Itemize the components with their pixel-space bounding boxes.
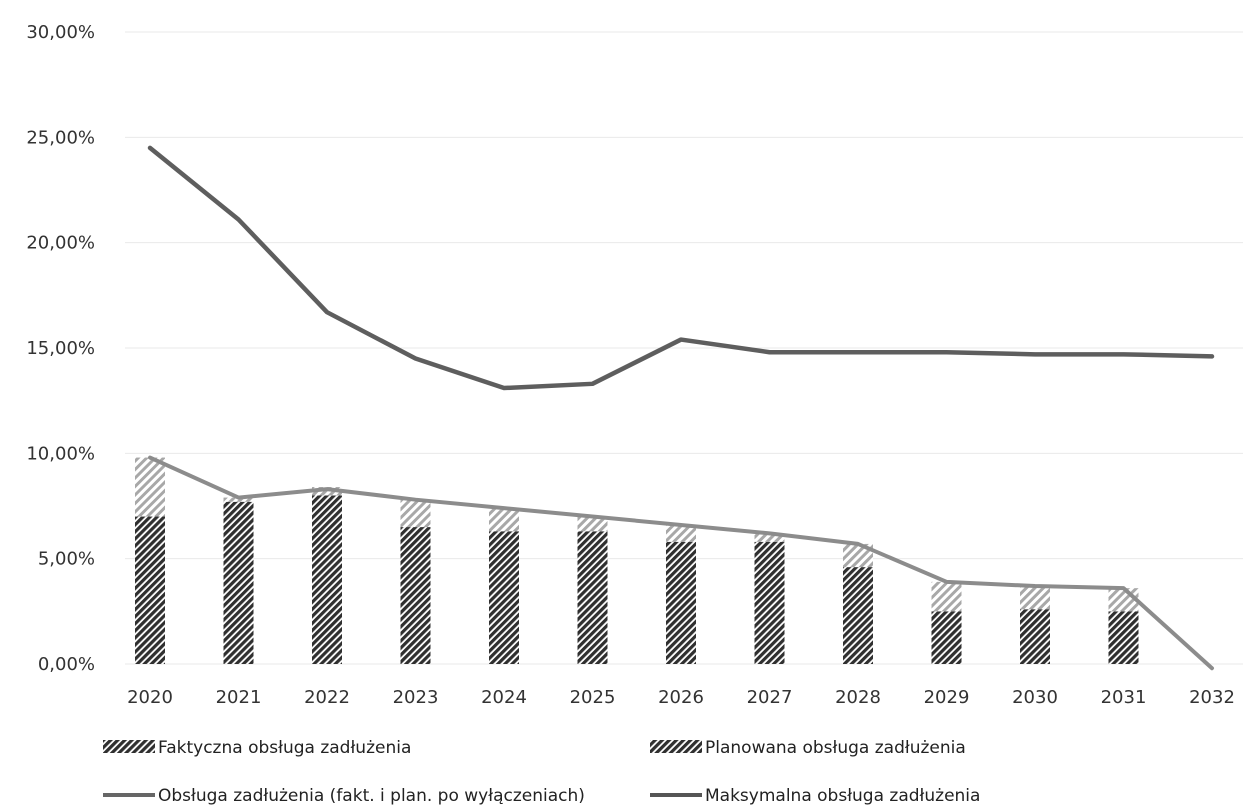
x-tick-label: 2031: [1101, 687, 1147, 708]
bar-planned: [577, 516, 608, 532]
bar-planned: [312, 487, 342, 496]
x-tick-label: 2020: [127, 687, 173, 708]
bar-actual: [843, 567, 873, 664]
legend-label-maximum: Maksymalna obsługa zadłużenia: [705, 786, 980, 806]
bar-planned: [135, 457, 165, 517]
line-after-exclusions: [148, 455, 1214, 671]
x-tick-label: 2027: [747, 687, 793, 708]
legend-label-after-exclusions: Obsługa zadłużenia (fakt. i plan. po wył…: [158, 786, 585, 806]
bar-planned: [666, 524, 696, 542]
line-maximum: [147, 145, 1215, 391]
bar-actual: [1108, 611, 1139, 664]
legend-label-planned: Planowana obsługa zadłużenia: [705, 738, 966, 758]
legend-item-maximum: Maksymalna obsługa zadłużenia: [650, 786, 980, 806]
bar-actual: [489, 531, 519, 664]
bar-actual: [666, 541, 696, 664]
legend-item-planned: Planowana obsługa zadłużenia: [650, 738, 966, 758]
bar-planned: [931, 581, 962, 612]
bar-actual: [223, 501, 254, 664]
x-tick-label: 2021: [216, 687, 262, 708]
x-tick-label: 2026: [658, 687, 704, 708]
legend-swatch-planned: [650, 740, 702, 753]
bar-actual: [931, 611, 962, 664]
bar-actual: [1020, 609, 1050, 664]
y-tick-label: 0,00%: [38, 654, 95, 675]
bar-planned: [223, 497, 254, 502]
y-tick-label: 15,00%: [26, 338, 95, 359]
y-tick-label: 25,00%: [26, 127, 95, 148]
x-tick-label: 2030: [1012, 687, 1058, 708]
x-tick-label: 2023: [393, 687, 439, 708]
bar-actual: [400, 527, 431, 664]
x-tick-label: 2025: [570, 687, 616, 708]
x-axis-ticks: 2020 2021 2022 2023 2024 2025 2026 2027 2028 2029…: [127, 687, 1235, 708]
bars: [135, 457, 1139, 664]
x-tick-label: 2029: [924, 687, 970, 708]
y-tick-label: 20,00%: [26, 233, 95, 254]
bar-actual: [577, 531, 608, 664]
legend-label-actual: Faktyczna obsługa zadłużenia: [158, 738, 411, 758]
legend-item-after-exclusions: Obsługa zadłużenia (fakt. i plan. po wył…: [103, 786, 585, 806]
bar-planned: [400, 499, 431, 528]
bar-planned: [489, 508, 519, 532]
x-tick-label: 2032: [1189, 687, 1235, 708]
bar-actual: [754, 541, 785, 664]
bar-actual: [312, 495, 342, 664]
x-tick-label: 2022: [304, 687, 350, 708]
bar-planned: [843, 543, 873, 568]
x-tick-label: 2028: [835, 687, 881, 708]
y-tick-label: 30,00%: [26, 22, 95, 43]
bar-planned: [754, 533, 785, 542]
bar-planned: [1020, 586, 1050, 610]
legend: Faktyczna obsługa zadłużenia Planowana o…: [103, 738, 980, 806]
legend-swatch-actual: [103, 740, 155, 753]
y-tick-label: 5,00%: [38, 549, 95, 570]
y-axis-ticks: 30,00% 25,00% 20,00% 15,00% 10,00% 5,00% 0,00%: [26, 22, 95, 675]
lines: [147, 145, 1215, 671]
y-tick-label: 10,00%: [26, 443, 95, 464]
x-tick-label: 2024: [481, 687, 527, 708]
legend-item-actual: Faktyczna obsługa zadłużenia: [103, 738, 411, 758]
bar-actual: [135, 516, 165, 664]
